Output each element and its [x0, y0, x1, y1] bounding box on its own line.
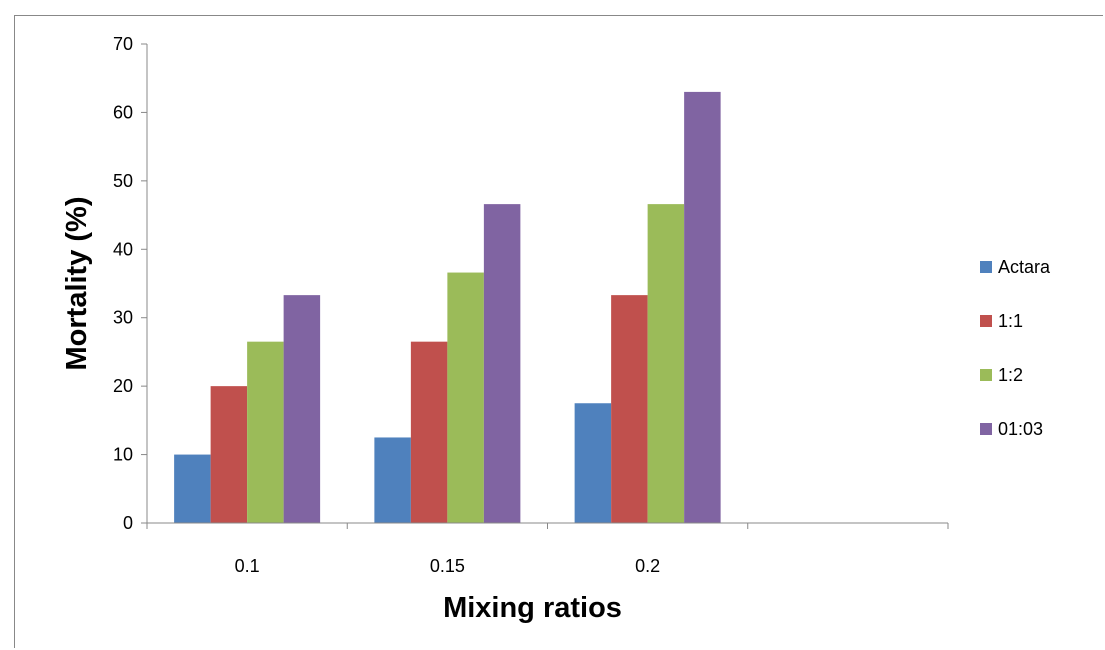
bar [174, 454, 211, 523]
x-tick-label: 0.1 [235, 556, 260, 576]
y-tick-label: 40 [113, 239, 133, 259]
y-tick-label: 60 [113, 102, 133, 122]
y-ticks-group: 0 10 20 30 40 50 60 70 [113, 34, 147, 533]
x-axis-title: Mixing ratios [443, 592, 622, 624]
y-axis-title: Mortality (%) [61, 197, 93, 371]
y-tick-label: 70 [113, 34, 133, 54]
legend: Actara 1:1 1:2 01:03 [980, 257, 1051, 439]
legend-swatch [980, 315, 992, 327]
y-tick-label: 30 [113, 308, 133, 328]
bar [410, 341, 448, 523]
bar [447, 272, 484, 523]
x-ticks-group: 0.1 0.15 0.2 [146, 523, 949, 576]
bar [283, 295, 321, 523]
legend-label: Actara [998, 257, 1051, 277]
bar [247, 341, 284, 523]
bar [374, 437, 411, 523]
legend-label: 1:1 [998, 311, 1023, 331]
legend-swatch [980, 261, 992, 273]
bars-group [174, 91, 721, 524]
bar [684, 91, 721, 524]
bar [574, 403, 612, 523]
bar [483, 204, 521, 523]
y-tick-label: 0 [123, 513, 133, 533]
x-tick-label: 0.15 [430, 556, 465, 576]
legend-label: 01:03 [998, 419, 1043, 439]
bar [647, 204, 685, 523]
y-tick-label: 20 [113, 376, 133, 396]
bar [611, 295, 648, 523]
chart-frame [14, 15, 1103, 648]
legend-swatch [980, 369, 992, 381]
y-tick-label: 50 [113, 171, 133, 191]
y-tick-label: 10 [113, 445, 133, 465]
legend-label: 1:2 [998, 365, 1023, 385]
legend-swatch [980, 423, 992, 435]
bar [210, 386, 248, 523]
x-tick-label: 0.2 [635, 556, 660, 576]
